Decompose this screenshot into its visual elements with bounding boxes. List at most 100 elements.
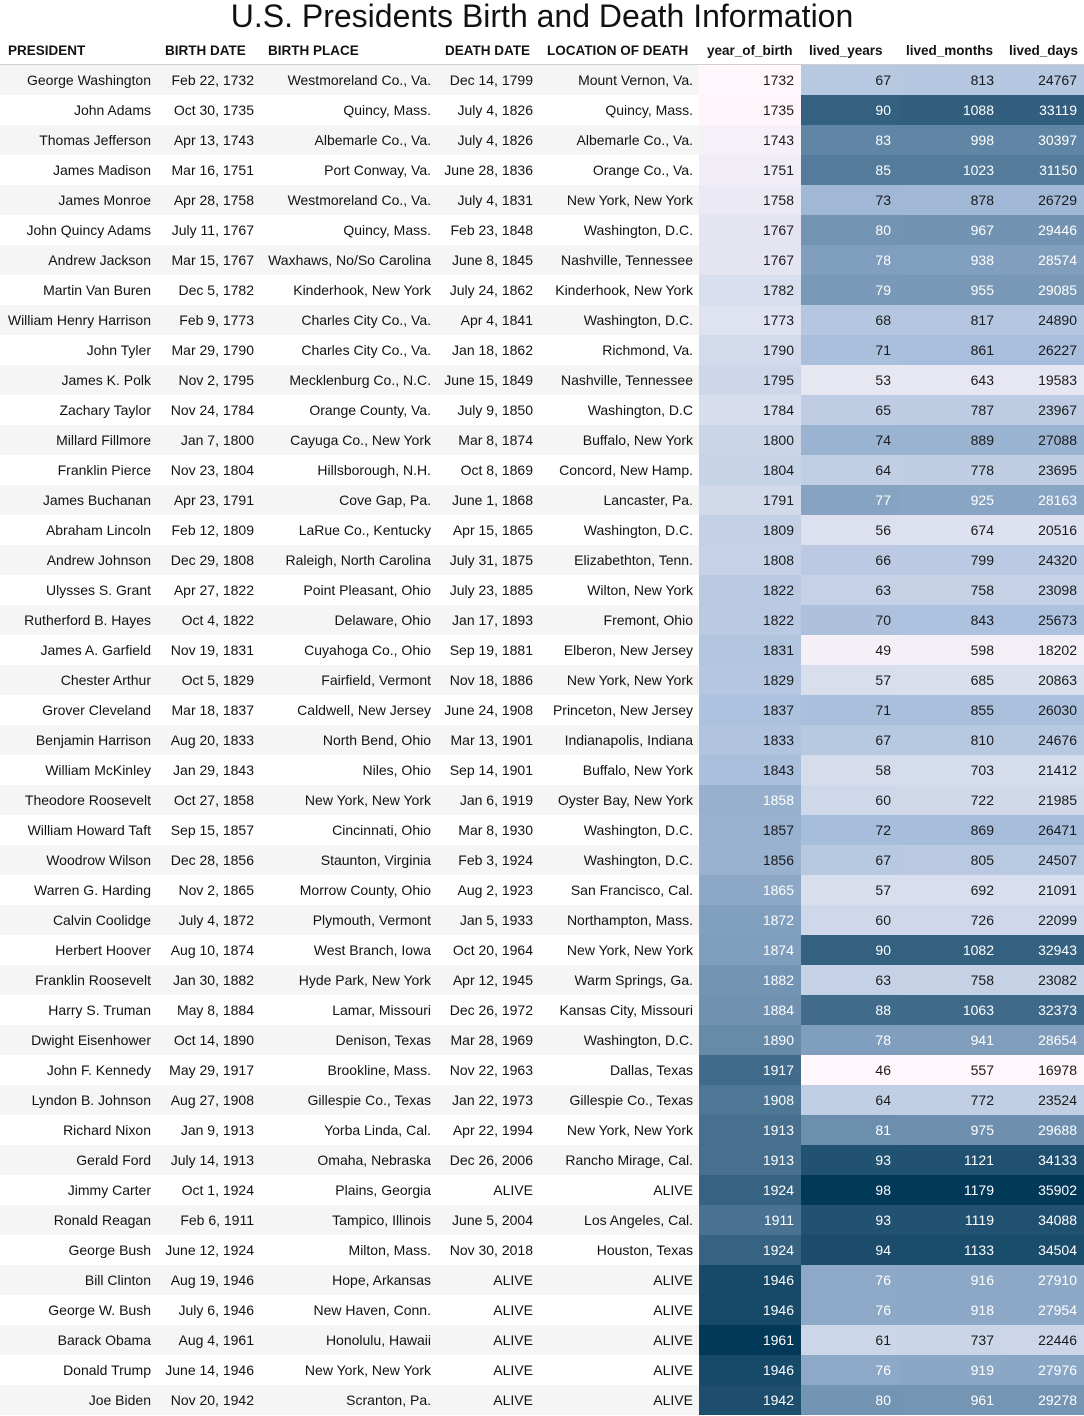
cell-lived-days: 23695 <box>1001 455 1084 485</box>
cell-birth-date: Aug 4, 1961 <box>157 1325 260 1355</box>
cell-president: Benjamin Harrison <box>0 725 157 755</box>
cell-birth-place: Staunton, Virginia <box>260 845 437 875</box>
cell-birth-date: Jan 7, 1800 <box>157 425 260 455</box>
cell-president: Calvin Coolidge <box>0 905 157 935</box>
cell-lived-years: 57 <box>801 875 898 905</box>
cell-year-of-birth: 1843 <box>699 755 801 785</box>
cell-location-of-death: ALIVE <box>539 1385 699 1415</box>
cell-location-of-death: Washington, D.C. <box>539 815 699 845</box>
cell-birth-date: July 11, 1767 <box>157 215 260 245</box>
cell-birth-date: Apr 28, 1758 <box>157 185 260 215</box>
cell-year-of-birth: 1833 <box>699 725 801 755</box>
cell-birth-date: Oct 1, 1924 <box>157 1175 260 1205</box>
cell-location-of-death: Washington, D.C. <box>539 1025 699 1055</box>
cell-year-of-birth: 1791 <box>699 485 801 515</box>
cell-lived-years: 67 <box>801 725 898 755</box>
cell-president: William Henry Harrison <box>0 305 157 335</box>
cell-lived-years: 77 <box>801 485 898 515</box>
cell-lived-days: 23098 <box>1001 575 1084 605</box>
cell-lived-days: 20516 <box>1001 515 1084 545</box>
table-row: George W. Bush July 6, 1946 New Haven, Con… <box>0 1295 1084 1325</box>
cell-lived-years: 83 <box>801 125 898 155</box>
cell-birth-place: Honolulu, Hawaii <box>260 1325 437 1355</box>
cell-location-of-death: Oyster Bay, New York <box>539 785 699 815</box>
table-row: Woodrow Wilson Dec 28, 1856 Staunton, Virg… <box>0 845 1084 875</box>
cell-lived-months: 938 <box>898 245 1001 275</box>
cell-year-of-birth: 1822 <box>699 575 801 605</box>
cell-location-of-death: Rancho Mirage, Cal. <box>539 1145 699 1175</box>
cell-president: Richard Nixon <box>0 1115 157 1145</box>
cell-president: Grover Cleveland <box>0 695 157 725</box>
cell-location-of-death: Elizabethton, Tenn. <box>539 545 699 575</box>
cell-birth-place: Waxhaws, No/So Carolina <box>260 245 437 275</box>
cell-birth-place: Lamar, Missouri <box>260 995 437 1025</box>
cell-location-of-death: Fremont, Ohio <box>539 605 699 635</box>
cell-death-date: ALIVE <box>437 1175 539 1205</box>
cell-birth-place: Tampico, Illinois <box>260 1205 437 1235</box>
cell-birth-place: New Haven, Conn. <box>260 1295 437 1325</box>
cell-lived-years: 72 <box>801 815 898 845</box>
cell-birth-date: Feb 22, 1732 <box>157 64 260 95</box>
cell-location-of-death: Washington, D.C. <box>539 305 699 335</box>
cell-location-of-death: Los Angeles, Cal. <box>539 1205 699 1235</box>
cell-lived-days: 24890 <box>1001 305 1084 335</box>
cell-birth-date: Mar 15, 1767 <box>157 245 260 275</box>
cell-death-date: Apr 15, 1865 <box>437 515 539 545</box>
cell-lived-months: 692 <box>898 875 1001 905</box>
cell-death-date: ALIVE <box>437 1385 539 1415</box>
cell-death-date: Nov 22, 1963 <box>437 1055 539 1085</box>
cell-death-date: July 23, 1885 <box>437 575 539 605</box>
cell-birth-place: Quincy, Mass. <box>260 95 437 125</box>
cell-lived-months: 778 <box>898 455 1001 485</box>
cell-lived-months: 916 <box>898 1265 1001 1295</box>
cell-birth-date: Oct 5, 1829 <box>157 665 260 695</box>
cell-president: Millard Fillmore <box>0 425 157 455</box>
table-row: Ulysses S. Grant Apr 27, 1822 Point Pleasa… <box>0 575 1084 605</box>
cell-birth-date: Oct 30, 1735 <box>157 95 260 125</box>
cell-birth-date: June 14, 1946 <box>157 1355 260 1385</box>
cell-lived-years: 93 <box>801 1205 898 1235</box>
cell-birth-place: Cincinnati, Ohio <box>260 815 437 845</box>
cell-president: William McKinley <box>0 755 157 785</box>
cell-year-of-birth: 1822 <box>699 605 801 635</box>
table-row: Donald Trump June 14, 1946 New York, New Y… <box>0 1355 1084 1385</box>
cell-death-date: July 4, 1826 <box>437 125 539 155</box>
table-row: Chester Arthur Oct 5, 1829 Fairfield, Verm… <box>0 665 1084 695</box>
cell-year-of-birth: 1767 <box>699 245 801 275</box>
table-row: John Tyler Mar 29, 1790 Charles City Co., … <box>0 335 1084 365</box>
cell-president: Abraham Lincoln <box>0 515 157 545</box>
cell-lived-years: 56 <box>801 515 898 545</box>
cell-death-date: Dec 26, 2006 <box>437 1145 539 1175</box>
cell-birth-date: Dec 5, 1782 <box>157 275 260 305</box>
table-row: Harry S. Truman May 8, 1884 Lamar, Missour… <box>0 995 1084 1025</box>
cell-lived-months: 1179 <box>898 1175 1001 1205</box>
cell-birth-place: LaRue Co., Kentucky <box>260 515 437 545</box>
cell-lived-years: 67 <box>801 845 898 875</box>
cell-lived-years: 60 <box>801 785 898 815</box>
cell-lived-days: 22446 <box>1001 1325 1084 1355</box>
cell-president: Lyndon B. Johnson <box>0 1085 157 1115</box>
table-row: George Washington Feb 22, 1732 Westmorelan… <box>0 64 1084 95</box>
table-row: Herbert Hoover Aug 10, 1874 West Branch, I… <box>0 935 1084 965</box>
cell-lived-days: 29085 <box>1001 275 1084 305</box>
header-row: PRESIDENT BIRTH DATE BIRTH PLACE DEATH DATE… <box>0 36 1084 65</box>
cell-year-of-birth: 1911 <box>699 1205 801 1235</box>
cell-birth-place: Hyde Park, New York <box>260 965 437 995</box>
cell-year-of-birth: 1837 <box>699 695 801 725</box>
cell-lived-months: 941 <box>898 1025 1001 1055</box>
cell-lived-months: 813 <box>898 64 1001 95</box>
cell-lived-months: 919 <box>898 1355 1001 1385</box>
cell-lived-months: 1063 <box>898 995 1001 1025</box>
table-row: Millard Fillmore Jan 7, 1800 Cayuga Co., N… <box>0 425 1084 455</box>
cell-lived-years: 67 <box>801 64 898 95</box>
cell-year-of-birth: 1865 <box>699 875 801 905</box>
cell-president: Andrew Johnson <box>0 545 157 575</box>
cell-president: Theodore Roosevelt <box>0 785 157 815</box>
cell-birth-date: Nov 23, 1804 <box>157 455 260 485</box>
cell-lived-days: 27088 <box>1001 425 1084 455</box>
cell-location-of-death: Washington, D.C. <box>539 215 699 245</box>
cell-year-of-birth: 1809 <box>699 515 801 545</box>
cell-death-date: July 31, 1875 <box>437 545 539 575</box>
cell-lived-months: 889 <box>898 425 1001 455</box>
cell-birth-place: New York, New York <box>260 785 437 815</box>
